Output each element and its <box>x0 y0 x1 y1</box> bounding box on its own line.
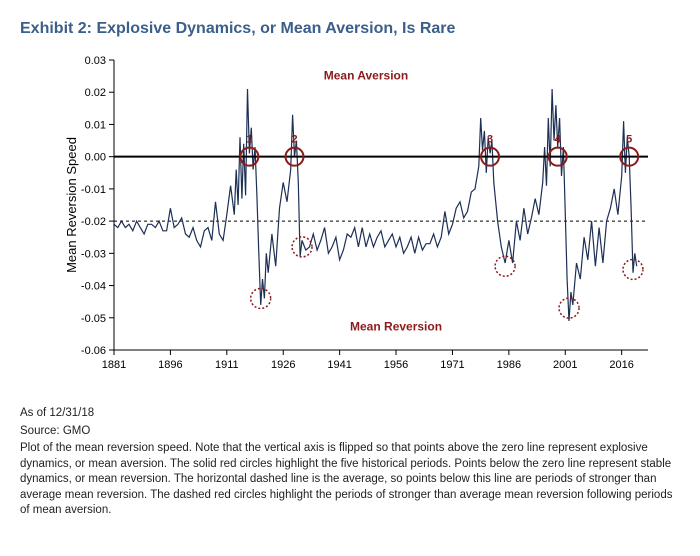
chart-container: 0.03 0.02 0.01 0.00 -0.01 -0.02 -0.03 -0.04 -0.0… <box>60 50 660 390</box>
svg-text:-0.03: -0.03 <box>81 248 106 260</box>
svg-text:1911: 1911 <box>215 359 239 371</box>
svg-text:4: 4 <box>555 134 562 146</box>
svg-text:0.01: 0.01 <box>85 119 106 131</box>
svg-text:1: 1 <box>246 134 252 146</box>
svg-text:-0.05: -0.05 <box>81 313 106 325</box>
svg-text:1926: 1926 <box>271 359 295 371</box>
svg-text:0.00: 0.00 <box>85 152 106 164</box>
svg-text:1941: 1941 <box>327 359 351 371</box>
svg-text:5: 5 <box>626 134 632 146</box>
caption-text: Plot of the mean reversion speed. Note t… <box>20 441 680 519</box>
exhibit-title: Exhibit 2: Explosive Dynamics, or Mean A… <box>20 20 680 38</box>
svg-text:-0.01: -0.01 <box>81 184 106 196</box>
svg-text:Mean Reversion Speed: Mean Reversion Speed <box>64 137 79 273</box>
svg-text:-0.06: -0.06 <box>81 345 106 357</box>
svg-text:3: 3 <box>487 134 493 146</box>
svg-text:Mean Reversion: Mean Reversion <box>350 320 442 334</box>
svg-text:1896: 1896 <box>158 359 182 371</box>
svg-text:1971: 1971 <box>440 359 464 371</box>
svg-text:1956: 1956 <box>384 359 408 371</box>
svg-text:-0.02: -0.02 <box>81 216 106 228</box>
svg-text:2016: 2016 <box>609 359 633 371</box>
svg-text:2001: 2001 <box>553 359 577 371</box>
mean-reversion-chart: 0.03 0.02 0.01 0.00 -0.01 -0.02 -0.03 -0.04 -0.0… <box>60 50 660 390</box>
svg-text:0.03: 0.03 <box>85 55 106 67</box>
svg-text:-0.04: -0.04 <box>81 281 106 293</box>
svg-text:1986: 1986 <box>497 359 521 371</box>
svg-text:2: 2 <box>291 134 297 146</box>
svg-text:Mean Aversion: Mean Aversion <box>324 68 408 82</box>
svg-text:0.02: 0.02 <box>85 87 106 99</box>
footnote-block: As of 12/31/18 Source: GMO Plot of the m… <box>20 406 680 519</box>
svg-text:1881: 1881 <box>102 359 126 371</box>
asof-line: As of 12/31/18 <box>20 406 680 422</box>
source-line: Source: GMO <box>20 424 680 440</box>
